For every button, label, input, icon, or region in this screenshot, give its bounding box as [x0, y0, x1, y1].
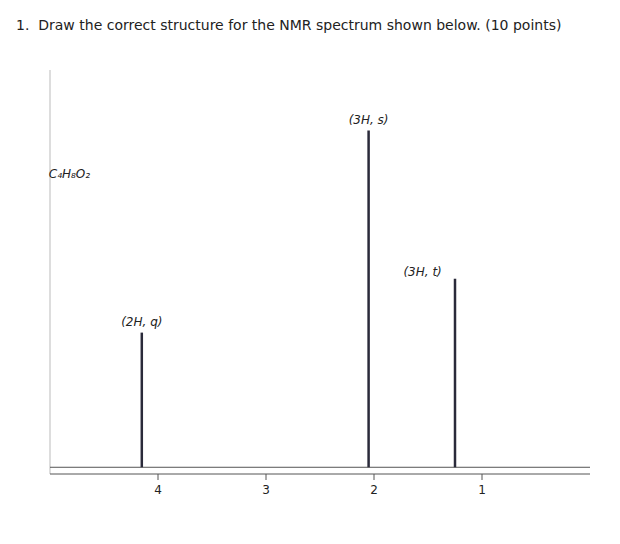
peaks [142, 131, 455, 468]
x-tick [482, 474, 483, 480]
x-tick [266, 474, 267, 480]
x-tick [158, 474, 159, 480]
annotation: C₄H₈O₂ [49, 167, 90, 181]
baseline [50, 467, 590, 468]
annotation: (2H, q) [121, 315, 162, 329]
x-tick-label: 1 [478, 483, 486, 497]
chart: 1. Draw the correct structure for the NM… [0, 0, 620, 544]
title: 1. Draw the correct structure for the NM… [16, 17, 561, 33]
x-tick-label: 4 [154, 483, 162, 497]
x-tick [374, 474, 375, 480]
x-tick-label: 3 [262, 483, 270, 497]
peak [141, 333, 144, 468]
peak [454, 279, 457, 468]
annotation: (3H, t) [403, 265, 441, 279]
peak [367, 131, 370, 468]
x-axis-line [50, 474, 590, 475]
y-axis-line [50, 70, 51, 474]
x-tick-label: 2 [370, 483, 378, 497]
annotation: (3H, s) [349, 113, 389, 127]
